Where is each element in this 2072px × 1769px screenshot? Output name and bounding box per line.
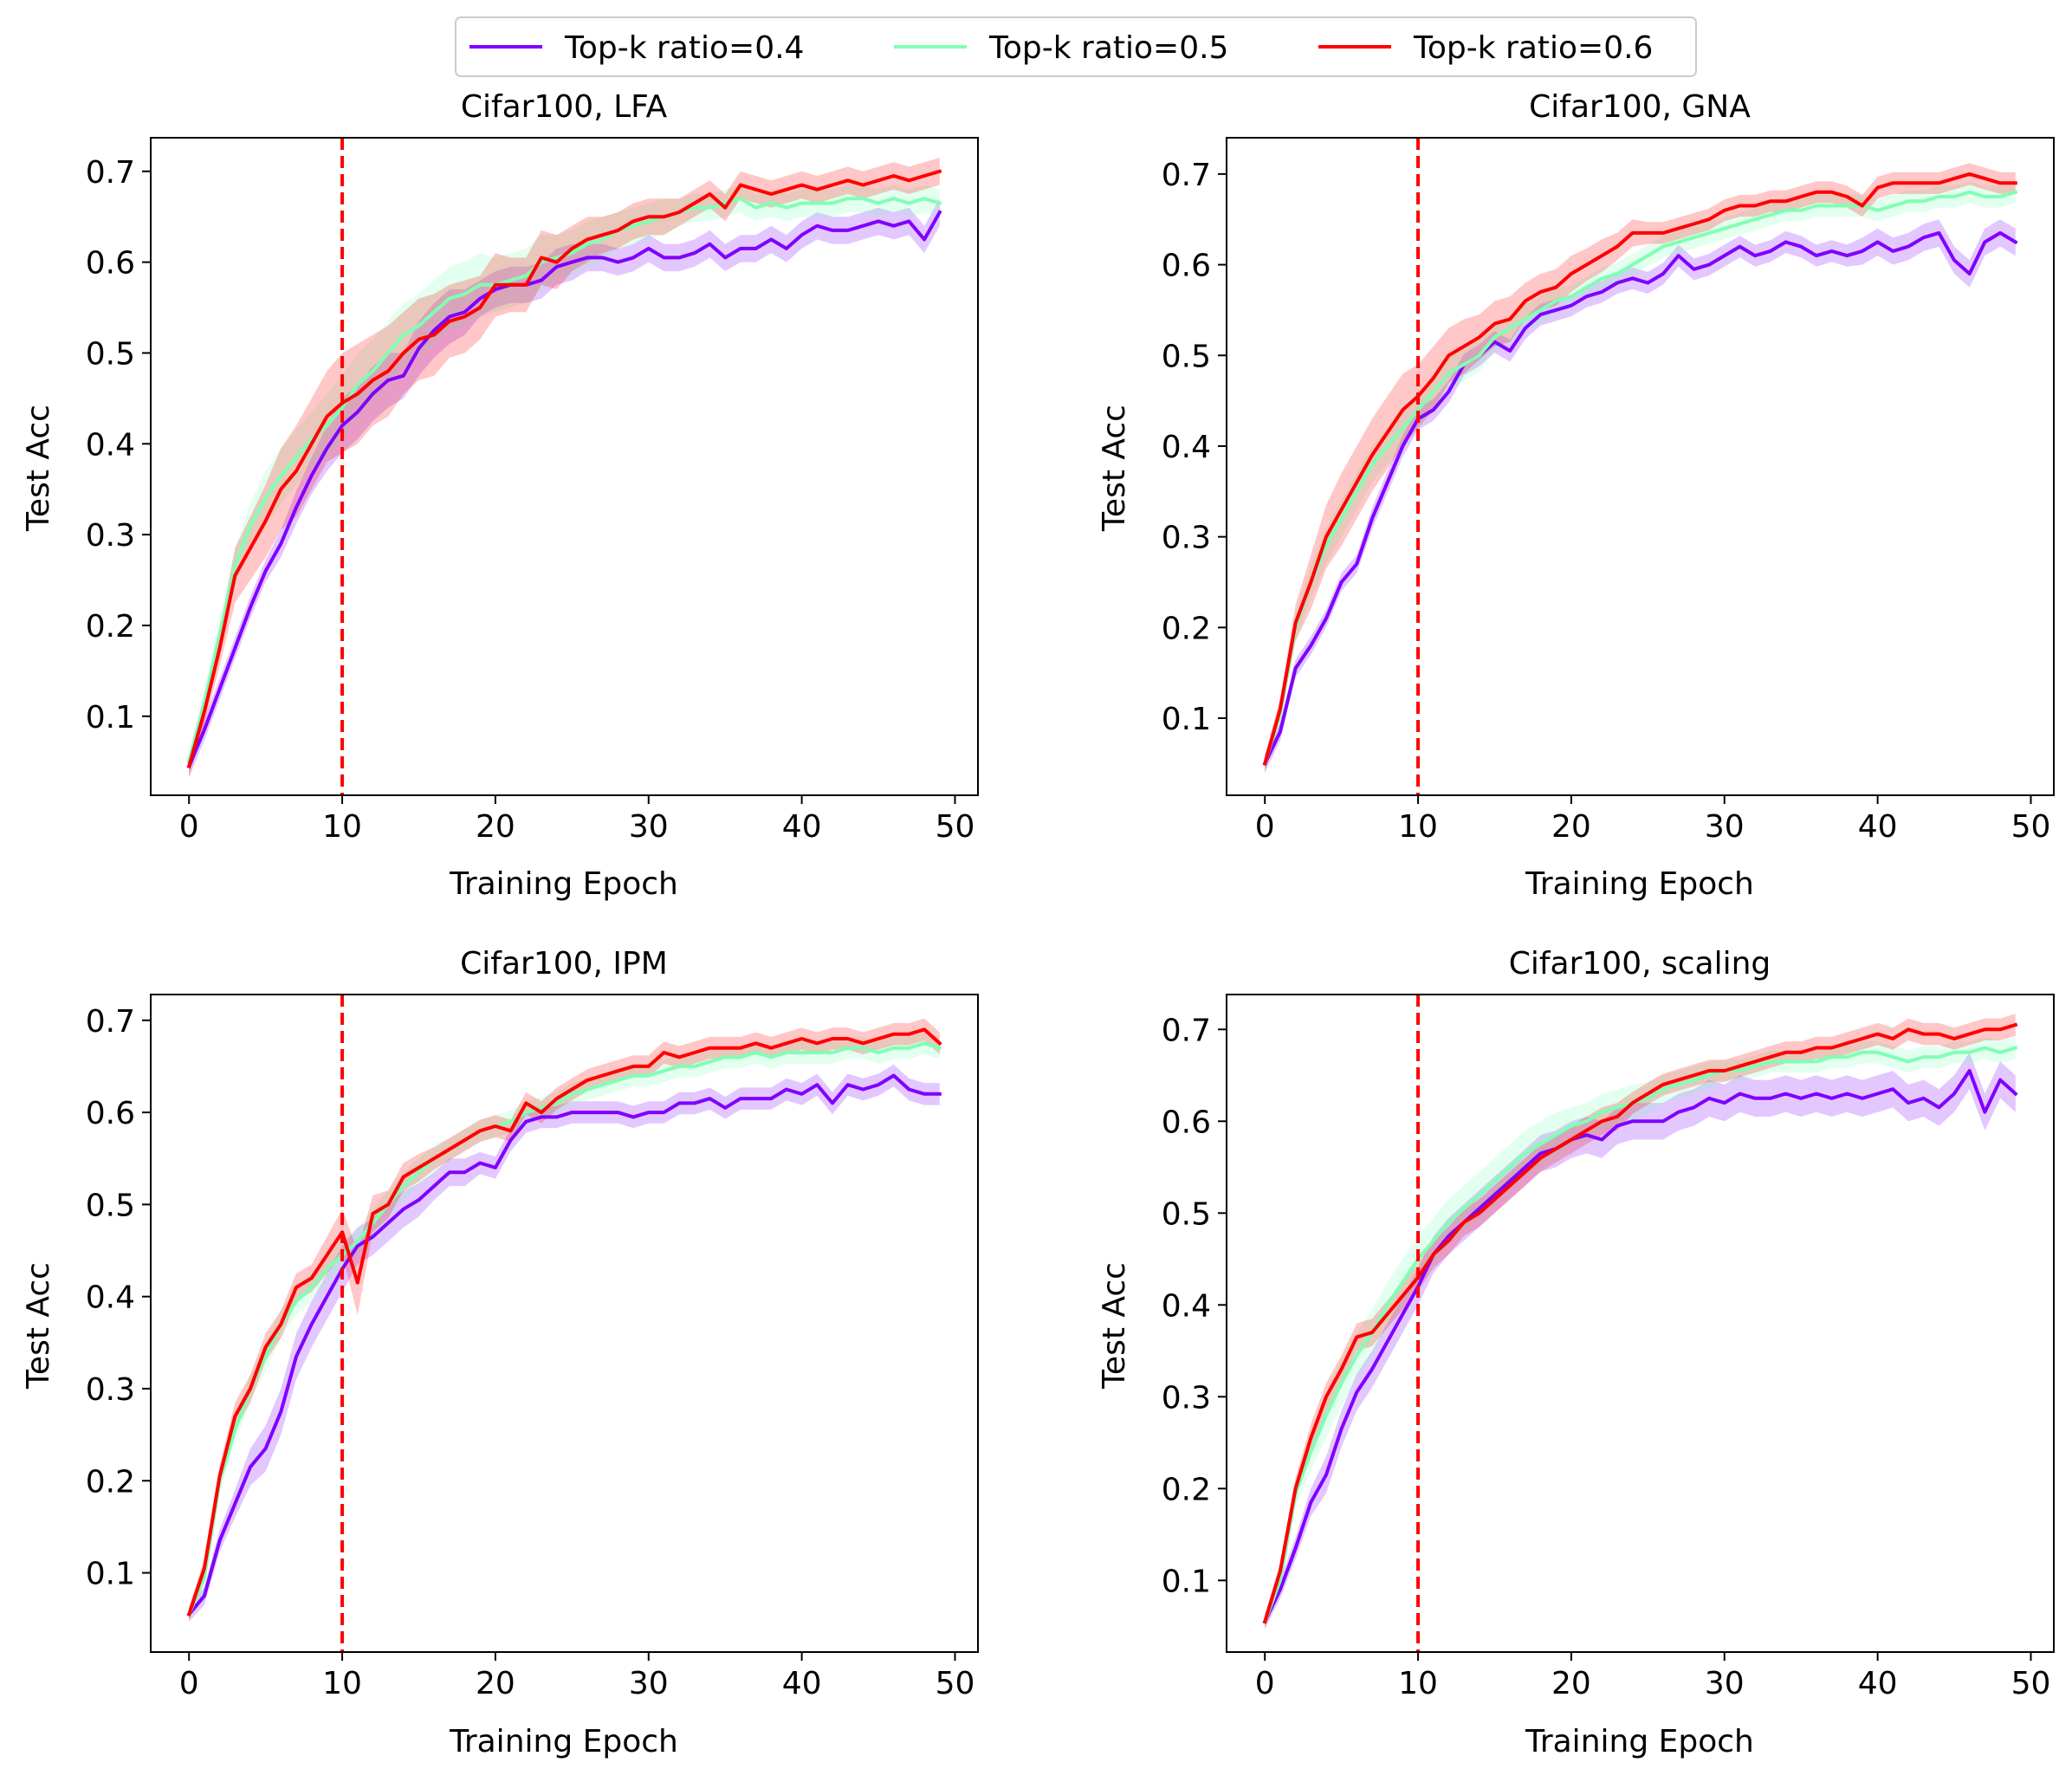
x-tick-label: 50 <box>936 1666 975 1701</box>
legend-label-2: Top-k ratio=0.6 <box>1413 30 1653 66</box>
series-line-2 <box>186 169 942 768</box>
axes-frame <box>150 994 979 1653</box>
panel-scaling: 0 10 20 30 40 50 0.1 0.2 0.3 0.4 0.5 0.6 0.7 Cifar10… <box>1097 946 2055 1759</box>
plot-area: 0 10 20 30 40 50 0.1 0.2 0.3 0.4 0.5 0.6 0.7 <box>1162 137 2055 845</box>
y-tick-label: 0.3 <box>86 1372 135 1408</box>
y-tick-label: 0.1 <box>86 1557 135 1592</box>
legend-entry-2: Top-k ratio=0.6 <box>1318 30 1653 66</box>
y-tick-label: 0.6 <box>86 246 135 282</box>
x-tick-label: 30 <box>629 1666 669 1701</box>
y-tick-label: 0.5 <box>86 1188 135 1223</box>
axes-frame <box>1226 994 2055 1653</box>
panel-gna: 0 10 20 30 40 50 0.1 0.2 0.3 0.4 0.5 0.6 0.7 Cifar10… <box>1097 89 2055 902</box>
y-tick-label: 0.5 <box>1162 339 1211 374</box>
y-tick-label: 0.3 <box>1162 521 1211 556</box>
x-tick-label: 50 <box>936 809 975 845</box>
x-tick-label: 20 <box>1551 809 1591 845</box>
legend-entry-0: Top-k ratio=0.4 <box>469 30 804 66</box>
y-axis-label: Test Acc <box>21 405 56 532</box>
x-tick-label: 20 <box>476 1666 515 1701</box>
series-line-1 <box>1262 190 2018 766</box>
x-tick-label: 10 <box>1398 1666 1438 1701</box>
y-tick-label: 0.1 <box>86 700 135 735</box>
x-tick-label: 0 <box>1255 809 1275 845</box>
panel-title: Cifar100, scaling <box>1509 946 1771 982</box>
y-tick-label: 0.4 <box>1162 430 1211 465</box>
y-tick-label: 0.6 <box>86 1096 135 1131</box>
y-tick-label: 0.2 <box>1162 611 1211 646</box>
panel-title: Cifar100, GNA <box>1529 89 1751 125</box>
series-line-1 <box>186 1041 942 1617</box>
series-line-2 <box>186 1027 942 1617</box>
axes-frame <box>150 137 979 796</box>
series-line-0 <box>1262 230 2018 767</box>
axes-frame <box>1226 137 2055 796</box>
series-line-0 <box>1262 1069 2018 1624</box>
y-tick-label: 0.2 <box>86 609 135 645</box>
series-line-0 <box>186 1073 942 1617</box>
y-tick-label: 0.7 <box>86 1004 135 1040</box>
x-axis-label: Training Epoch <box>449 866 678 902</box>
panel-title: Cifar100, IPM <box>460 946 668 982</box>
x-tick-label: 40 <box>1858 809 1898 845</box>
x-tick-label: 10 <box>322 809 362 845</box>
x-tick-label: 40 <box>1858 1666 1898 1701</box>
legend: Top-k ratio=0.4 Top-k ratio=0.5 Top-k ra… <box>455 16 1697 77</box>
confidence-band-0 <box>1265 1052 2016 1630</box>
x-axis-label: Training Epoch <box>449 1724 678 1759</box>
y-tick-label: 0.5 <box>86 336 135 372</box>
legend-label-1: Top-k ratio=0.5 <box>988 30 1228 66</box>
y-axis-label: Test Acc <box>1097 405 1132 532</box>
x-tick-label: 40 <box>782 1666 822 1701</box>
y-tick-label: 0.1 <box>1162 702 1211 737</box>
y-tick-label: 0.4 <box>1162 1288 1211 1324</box>
plot-area: 0 10 20 30 40 50 0.1 0.2 0.3 0.4 0.5 0.6 0.7 <box>86 137 979 845</box>
x-tick-label: 10 <box>322 1666 362 1701</box>
y-tick-label: 0.5 <box>1162 1196 1211 1232</box>
x-axis-label: Training Epoch <box>1525 1724 1754 1759</box>
y-tick-label: 0.1 <box>1162 1564 1211 1599</box>
legend-box <box>455 16 1697 77</box>
x-tick-label: 20 <box>1551 1666 1591 1701</box>
series-line-2 <box>1262 172 2017 766</box>
y-tick-label: 0.2 <box>1162 1472 1211 1507</box>
x-tick-label: 50 <box>2011 809 2051 845</box>
y-tick-label: 0.3 <box>1162 1380 1211 1416</box>
y-tick-label: 0.4 <box>86 427 135 463</box>
legend-label-0: Top-k ratio=0.4 <box>564 30 804 66</box>
x-tick-label: 40 <box>782 809 822 845</box>
y-axis-label: Test Acc <box>21 1262 56 1390</box>
y-tick-label: 0.7 <box>86 155 135 191</box>
x-tick-label: 10 <box>1398 809 1438 845</box>
panel-title: Cifar100, LFA <box>461 89 668 125</box>
x-tick-label: 30 <box>629 809 669 845</box>
series-line-2 <box>1262 1022 2018 1624</box>
plot-area: 0 10 20 30 40 50 0.1 0.2 0.3 0.4 0.5 0.6 0.7 <box>86 994 979 1701</box>
x-tick-label: 30 <box>1705 809 1745 845</box>
y-tick-label: 0.4 <box>86 1280 135 1316</box>
x-axis-label: Training Epoch <box>1525 866 1754 902</box>
y-tick-label: 0.7 <box>1162 158 1211 193</box>
y-tick-label: 0.6 <box>1162 1105 1211 1140</box>
x-tick-label: 20 <box>476 809 515 845</box>
x-tick-label: 30 <box>1705 1666 1745 1701</box>
series-line-0 <box>186 210 942 769</box>
y-tick-label: 0.6 <box>1162 249 1211 284</box>
panel-lfa: 0 10 20 30 40 50 0.1 0.2 0.3 0.4 0.5 0.6 0.7 Cifar10… <box>21 89 979 902</box>
plot-area: 0 10 20 30 40 50 0.1 0.2 0.3 0.4 0.5 0.6 0.7 <box>1162 994 2055 1701</box>
y-tick-label: 0.7 <box>1162 1013 1211 1048</box>
x-tick-label: 0 <box>1255 1666 1275 1701</box>
y-axis-label: Test Acc <box>1097 1262 1132 1390</box>
series-line-1 <box>1262 1046 2018 1624</box>
legend-entry-1: Top-k ratio=0.5 <box>894 30 1228 66</box>
y-tick-label: 0.3 <box>86 518 135 554</box>
x-tick-label: 50 <box>2011 1666 2051 1701</box>
panel-ipm: 0 10 20 30 40 50 0.1 0.2 0.3 0.4 0.5 0.6 0.7 Cifar10… <box>21 946 979 1759</box>
y-tick-label: 0.2 <box>86 1464 135 1500</box>
x-tick-label: 0 <box>179 1666 199 1701</box>
x-tick-label: 0 <box>179 809 199 845</box>
